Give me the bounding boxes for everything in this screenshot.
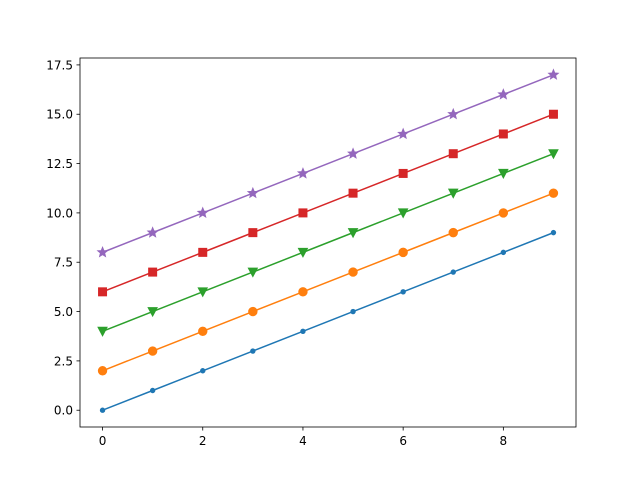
marker bbox=[447, 188, 459, 199]
marker bbox=[498, 168, 509, 180]
marker bbox=[147, 346, 158, 356]
marker bbox=[548, 149, 559, 160]
marker bbox=[296, 167, 309, 179]
marker bbox=[447, 107, 460, 120]
marker bbox=[247, 267, 259, 278]
marker bbox=[498, 208, 509, 218]
marker bbox=[348, 267, 358, 277]
marker bbox=[347, 147, 360, 159]
marker bbox=[248, 306, 258, 317]
marker bbox=[197, 287, 209, 298]
x-tick-label: 6 bbox=[399, 434, 407, 448]
marker bbox=[397, 127, 410, 140]
marker bbox=[350, 308, 356, 315]
line bbox=[102, 74, 554, 254]
marker bbox=[96, 246, 109, 258]
marker bbox=[497, 88, 510, 100]
y-tick-label: 17.5 bbox=[46, 58, 73, 72]
marker bbox=[196, 206, 209, 219]
marker bbox=[298, 208, 308, 218]
marker bbox=[448, 227, 458, 238]
line bbox=[102, 113, 554, 293]
marker bbox=[397, 208, 409, 219]
marker bbox=[298, 287, 308, 297]
marker bbox=[500, 249, 507, 256]
axes-frame bbox=[79, 57, 577, 428]
marker bbox=[200, 368, 206, 374]
marker bbox=[448, 149, 458, 159]
marker bbox=[398, 247, 408, 258]
marker bbox=[198, 247, 208, 257]
marker bbox=[250, 348, 256, 354]
marker bbox=[548, 188, 559, 198]
marker bbox=[400, 289, 406, 295]
marker bbox=[146, 226, 159, 238]
y-tick-label: 15.0 bbox=[46, 108, 73, 122]
x-tick-label: 4 bbox=[299, 434, 307, 448]
marker bbox=[99, 407, 106, 413]
y-tick-label: 2.5 bbox=[54, 354, 73, 368]
marker bbox=[248, 228, 258, 238]
marker bbox=[348, 188, 358, 198]
marker bbox=[498, 129, 508, 139]
marker bbox=[97, 366, 108, 376]
marker bbox=[97, 326, 108, 337]
marker bbox=[149, 387, 156, 394]
marker bbox=[548, 109, 558, 119]
marker bbox=[547, 68, 560, 80]
marker bbox=[398, 168, 408, 178]
line bbox=[102, 153, 554, 332]
marker bbox=[347, 228, 359, 239]
x-tick-label: 0 bbox=[99, 434, 107, 448]
x-tick-label: 8 bbox=[500, 434, 508, 448]
marker bbox=[550, 229, 557, 236]
marker bbox=[297, 247, 309, 258]
y-tick-label: 10.0 bbox=[46, 206, 73, 220]
marker bbox=[246, 186, 259, 199]
marker bbox=[148, 267, 158, 277]
marker bbox=[98, 287, 108, 297]
marker bbox=[198, 326, 208, 336]
y-tick-label: 7.5 bbox=[54, 256, 73, 270]
y-tick-label: 5.0 bbox=[54, 305, 73, 319]
line bbox=[102, 231, 554, 411]
y-tick-label: 12.5 bbox=[46, 157, 73, 171]
line bbox=[102, 192, 554, 372]
marker bbox=[300, 328, 306, 334]
marker bbox=[450, 269, 456, 275]
x-tick-label: 2 bbox=[199, 434, 207, 448]
y-tick-label: 0.0 bbox=[54, 404, 73, 418]
marker bbox=[147, 307, 158, 318]
